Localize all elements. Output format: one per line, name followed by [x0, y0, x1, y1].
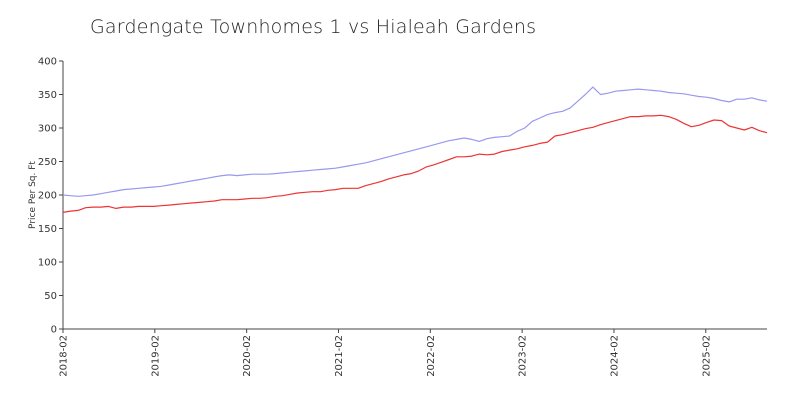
y-tick-label: 350 [38, 90, 57, 101]
y-tick-label: 400 [38, 57, 57, 68]
x-tick-label: 2020-02 [242, 335, 253, 377]
y-axis-label: Price Per Sq. Ft [28, 161, 38, 229]
series-line-1 [62, 86, 768, 197]
y-tick-label: 100 [38, 258, 57, 269]
x-tick-label: 2024-02 [609, 335, 620, 377]
y-tick-label: 50 [44, 291, 57, 302]
y-tick-label: 300 [38, 124, 57, 135]
chart-title: Gardengate Townhomes 1 vs Hialeah Garden… [90, 16, 537, 38]
x-tick-label: 2025-02 [701, 335, 712, 377]
x-tick-label: 2019-02 [150, 335, 161, 377]
y-tick-label: 200 [38, 191, 57, 202]
y-tick-label: 250 [38, 157, 57, 168]
x-tick-label: 2023-02 [518, 335, 529, 377]
x-tick-label: 2021-02 [334, 335, 345, 377]
series-line-2 [62, 114, 768, 213]
x-tick-label: 2018-02 [59, 335, 70, 377]
y-axis: 0 50 100 150 200 250 300 350 400 [38, 57, 64, 336]
y-tick-label: 150 [38, 224, 57, 235]
x-axis: 2018-02 2019-02 2020-02 2021-02 2022-02 2023-… [59, 328, 767, 377]
x-tick-label: 2022-02 [426, 335, 437, 377]
y-tick-label: 0 [51, 325, 57, 336]
series-lines [62, 86, 768, 213]
